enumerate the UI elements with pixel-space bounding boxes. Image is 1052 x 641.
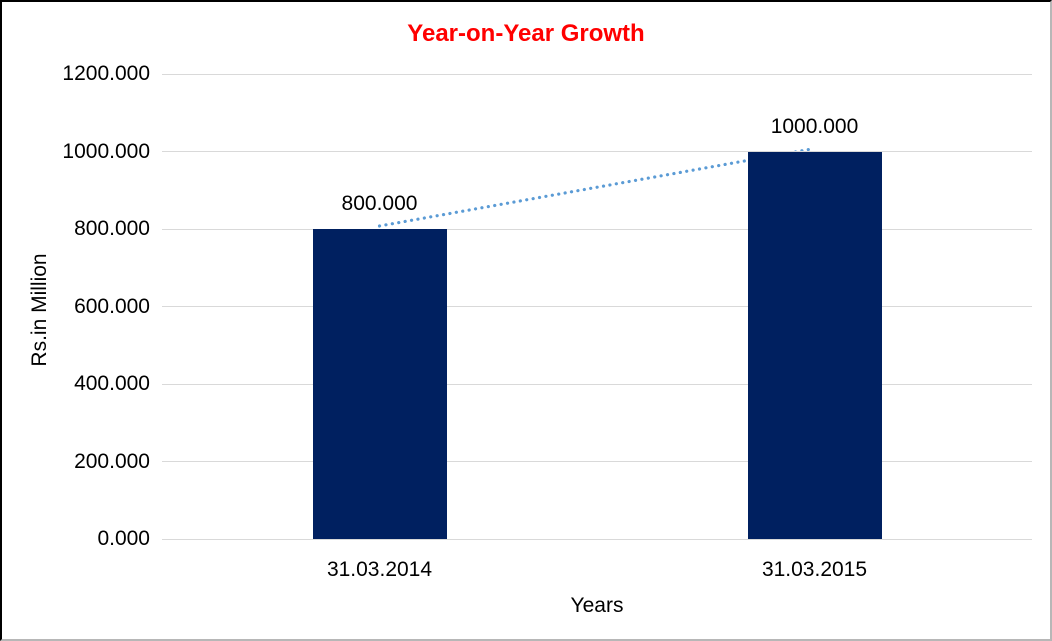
y-tick-label: 200.000 [74,449,150,473]
gridline [162,151,1032,152]
y-tick-label: 800.000 [74,217,150,240]
y-tick-label: 1200.000 [62,62,150,85]
bar-31.03.2014 [312,229,447,539]
gridline [162,461,1032,462]
x-tick-label: 31.03.2014 [326,558,433,581]
chart-title: Year-on-Year Growth [407,20,645,47]
bar-31.03.2015 [747,151,882,539]
x-axis-title: Years [570,594,624,617]
x-tick-label: 31.03.2015 [761,558,868,581]
bar-value-label: 800.000 [341,192,418,215]
y-tick-label: 600.000 [74,294,150,318]
gridline [162,538,1032,540]
gridline [162,306,1032,307]
gridline [162,383,1032,385]
gridline [162,73,1032,75]
y-tick-label: 400.000 [74,372,150,395]
y-tick-label: 1000.000 [62,139,150,163]
bar-value-label: 1000.000 [770,114,859,138]
gridline [162,228,1032,230]
y-tick-label: 0.000 [97,527,150,550]
